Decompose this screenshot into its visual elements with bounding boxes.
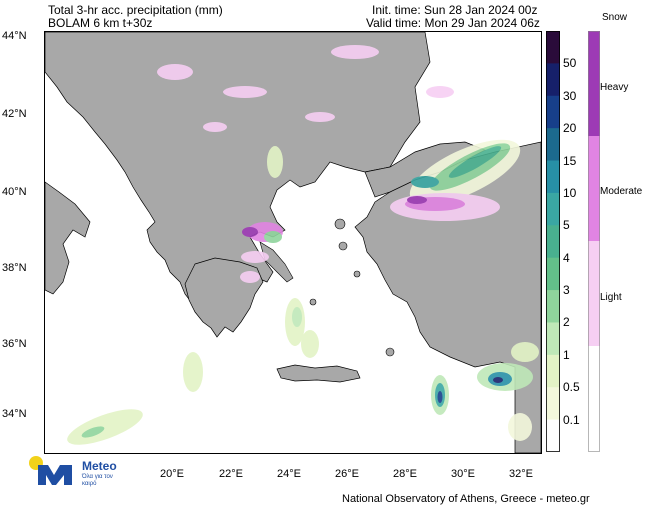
island-samos	[353, 270, 361, 278]
snow-swatch	[588, 31, 600, 136]
snow-colorbar	[588, 31, 600, 452]
colorbar-swatch	[546, 63, 560, 97]
valid-time: Valid time: Mon 29 Jan 2024 06z	[366, 16, 540, 30]
precipitation-fields	[67, 45, 539, 445]
lat-label: 40°N	[2, 186, 27, 198]
colorbar-swatch	[546, 387, 560, 421]
colorbar-tick-label: 3	[563, 283, 570, 298]
colorbar-tick-label: 0.1	[563, 412, 580, 427]
colorbar-tick-label: 4	[563, 250, 570, 265]
lat-label: 44°N	[2, 30, 27, 42]
colorbar-swatch	[546, 354, 560, 388]
colorbar-border	[546, 31, 560, 452]
lat-label: 42°N	[2, 108, 27, 120]
land-crete	[276, 364, 361, 383]
island-naxos	[309, 298, 317, 306]
lon-label: 24°E	[277, 468, 301, 480]
m-logo-icon	[38, 465, 72, 485]
lon-label: 30°E	[451, 468, 475, 480]
colorbar-swatch	[546, 419, 560, 452]
snow-label-heavy: Heavy	[600, 82, 629, 93]
logo-name: Meteo	[82, 459, 117, 473]
colorbar-swatch	[546, 31, 560, 64]
snow-swatch	[588, 346, 600, 452]
colorbar-swatch	[546, 290, 560, 323]
lon-label: 26°E	[335, 468, 359, 480]
snow-swatch	[588, 241, 600, 346]
land-euboea	[259, 241, 294, 283]
snow-bar-title: Snow	[602, 12, 628, 23]
land-italy	[45, 181, 91, 295]
precipitation-map	[44, 31, 542, 454]
lon-label: 32°E	[509, 468, 533, 480]
meteo-logo	[29, 456, 72, 485]
colorbar-swatch	[546, 225, 560, 259]
logo-tagline: Όλα για τον καιρό	[82, 474, 113, 487]
island-chios	[338, 241, 348, 251]
lat-label: 36°N	[2, 338, 27, 350]
footer-credit: National Observatory of Athens, Greece -…	[342, 493, 590, 505]
init-time: Init. time: Sun 28 Jan 2024 00z	[372, 3, 538, 17]
colorbar-tick-label: 30	[563, 88, 577, 103]
lat-label: 34°N	[2, 408, 27, 420]
snow-label-light: Light	[600, 292, 622, 303]
snow-bar-border	[588, 31, 600, 452]
title-model: BOLAM 6 km t+30z	[48, 16, 153, 30]
colorbar-tick-label: 2	[563, 315, 570, 330]
colorbar-swatch	[546, 257, 560, 291]
colorbar-tick-label: 50	[563, 56, 577, 71]
colorbar-swatch	[546, 192, 560, 226]
colorbar-swatch	[546, 128, 560, 162]
colorbar-tick-label: 20	[563, 121, 577, 136]
colorbar-tick-label: 10	[563, 185, 577, 200]
lon-label: 20°E	[160, 468, 184, 480]
lon-label: 22°E	[219, 468, 243, 480]
colorbar-swatch	[546, 322, 560, 356]
lon-label: 28°E	[393, 468, 417, 480]
island-lesvos	[334, 218, 346, 230]
colorbar-tick-label: 0.5	[563, 380, 580, 395]
colorbar-swatch	[546, 160, 560, 194]
snow-swatch	[588, 136, 600, 241]
island-rhodes	[385, 347, 395, 357]
colorbar-swatch	[546, 95, 560, 129]
precip-colorbar	[546, 31, 560, 452]
colorbar-tick-label: 5	[563, 218, 570, 233]
colorbar-tick-label: 1	[563, 347, 570, 362]
title-variable: Total 3-hr acc. precipitation (mm)	[48, 3, 223, 17]
colorbar-tick-label: 15	[563, 153, 577, 168]
lat-label: 38°N	[2, 262, 27, 274]
snow-label-moderate: Moderate	[600, 186, 643, 197]
